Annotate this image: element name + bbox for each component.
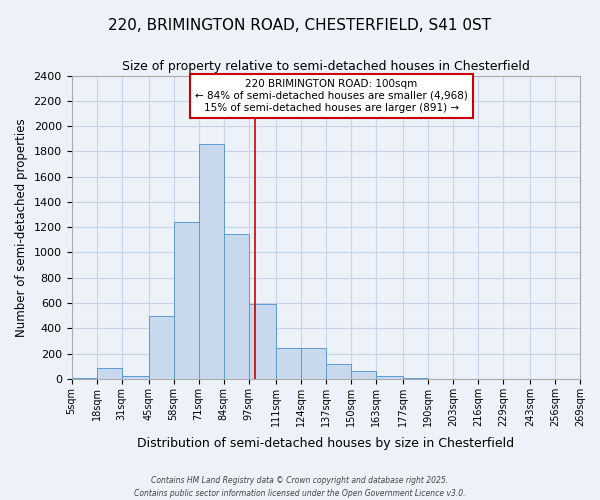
Bar (97, 368, 122, 379)
Bar (173, 222, 199, 379)
Text: 220, BRIMINGTON ROAD, CHESTERFIELD, S41 0ST: 220, BRIMINGTON ROAD, CHESTERFIELD, S41 … (109, 18, 491, 32)
Y-axis label: Number of semi-detached properties: Number of semi-detached properties (15, 118, 28, 336)
Bar (249, 304, 275, 379)
Bar (403, 378, 428, 379)
Bar (376, 376, 403, 379)
Bar (199, 144, 224, 379)
X-axis label: Distribution of semi-detached houses by size in Chesterfield: Distribution of semi-detached houses by … (137, 437, 514, 450)
Text: 220 BRIMINGTON ROAD: 100sqm
← 84% of semi-detached houses are smaller (4,968)
15: 220 BRIMINGTON ROAD: 100sqm ← 84% of sem… (195, 80, 468, 112)
Bar (71, 378, 97, 379)
Bar (122, 376, 149, 379)
Bar (149, 316, 173, 379)
Title: Size of property relative to semi-detached houses in Chesterfield: Size of property relative to semi-detach… (122, 60, 530, 73)
Bar (351, 370, 376, 379)
Bar (224, 234, 249, 379)
Bar (301, 348, 326, 379)
Bar (326, 364, 351, 379)
Text: Contains HM Land Registry data © Crown copyright and database right 2025.
Contai: Contains HM Land Registry data © Crown c… (134, 476, 466, 498)
Bar (275, 348, 301, 379)
